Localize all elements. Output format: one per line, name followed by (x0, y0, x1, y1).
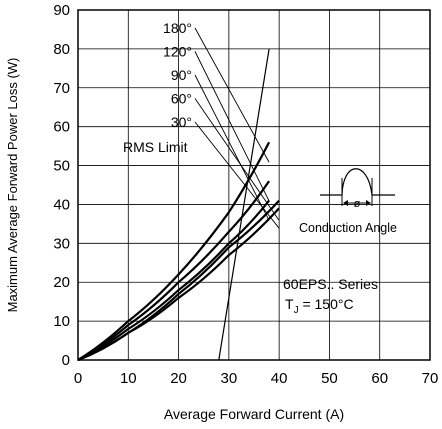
x-tick-label-70: 70 (422, 370, 439, 387)
angle-arrow-head-right (366, 200, 371, 206)
angle-arrow-head-left (343, 200, 348, 206)
phi-label: ø (354, 198, 361, 210)
tick-labels: 0 10 20 30 40 50 60 70 0 10 20 30 40 50 60 70 80 90 (53, 2, 438, 387)
curves (77, 48, 280, 362)
conduction-angle-inset: ø Conduction Angle (299, 168, 397, 235)
x-tick-label-0: 0 (74, 370, 82, 387)
series-rms-limit-line (218, 48, 270, 361)
series-leader-180 (194, 27, 270, 163)
series-leader-60 (194, 98, 280, 221)
tj-symbol: T (285, 296, 294, 312)
x-tick-label-20: 20 (170, 370, 187, 387)
series-leader-30 (194, 121, 280, 229)
y-tick-label-40: 40 (53, 196, 70, 213)
x-tick-label-40: 40 (271, 370, 288, 387)
series-label-180: 180° (163, 20, 192, 36)
y-tick-label-90: 90 (53, 2, 70, 19)
series-label-90: 90° (171, 67, 192, 83)
series-180-line (77, 141, 271, 361)
x-tick-label-60: 60 (371, 370, 388, 387)
tj-value: = 150°C (299, 296, 354, 312)
y-tick-label-20: 20 (53, 274, 70, 291)
tj-label: TJ = 150°C (285, 296, 354, 316)
series-30-line (77, 207, 280, 362)
series-label-30: 30° (171, 114, 192, 130)
y-tick-label-80: 80 (53, 41, 70, 58)
series-label-120: 120° (163, 44, 192, 60)
series-leader-120 (194, 51, 270, 202)
y-axis-label: Maximum Average Forward Power Loss (W) (5, 58, 20, 313)
y-tick-label-30: 30 (53, 235, 70, 252)
series-label-60: 60° (171, 91, 192, 107)
y-tick-label-60: 60 (53, 119, 70, 136)
series-note: 60EPS.. Series (283, 276, 378, 292)
plot-frame (77, 9, 431, 361)
x-tick-label-10: 10 (120, 370, 137, 387)
y-tick-label-0: 0 (62, 352, 70, 369)
y-tick-label-50: 50 (53, 158, 70, 175)
curve-labels: 180° 120° 90° 60° 30° RMS Limit (123, 20, 280, 229)
conduction-angle-label: Conduction Angle (299, 221, 397, 235)
x-tick-label-30: 30 (221, 370, 238, 387)
tj-subscript: J (294, 305, 299, 316)
y-tick-label-10: 10 (53, 313, 70, 330)
x-axis-label: Average Forward Current (A) (164, 406, 344, 422)
series-leader-90 (194, 74, 270, 221)
y-tick-label-70: 70 (53, 80, 70, 97)
series-label-rms-limit: RMS Limit (123, 139, 188, 155)
x-tick-label-50: 50 (321, 370, 338, 387)
